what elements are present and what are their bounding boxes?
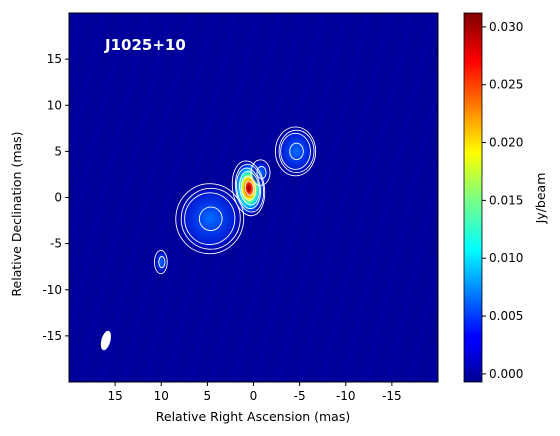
colorbar-tick-label: 0.005 — [489, 309, 523, 323]
noise-stripe — [69, 13, 95, 118]
contour-line — [236, 167, 261, 210]
noise-stripe — [69, 13, 139, 299]
noise-stripe — [69, 13, 161, 382]
y-tick-label: 15 — [47, 52, 62, 66]
contour-line — [244, 180, 255, 196]
noise-stripe — [276, 13, 370, 382]
noise-stripe — [298, 13, 392, 382]
y-tick-label: 10 — [47, 98, 62, 112]
contour-line — [231, 160, 266, 217]
contour-line — [256, 166, 267, 180]
noise-stripe — [69, 13, 106, 163]
colorbar-ticks: 0.000 0.005 0.010 0.015 0.020 0.025 0.030 — [482, 20, 523, 381]
contour-line — [239, 171, 260, 206]
noise-stripe — [122, 13, 216, 382]
x-tick-label: -10 — [336, 389, 356, 403]
x-tick-label: 5 — [204, 389, 212, 403]
noise-stripe — [364, 80, 438, 382]
noise-stripes — [0, 13, 560, 382]
noise-stripe — [553, 13, 560, 382]
colorbar-tick-label: 0.020 — [489, 136, 523, 150]
noise-stripe — [69, 13, 117, 208]
contour-line — [289, 142, 304, 160]
colorbar-tick-label: 0.030 — [489, 20, 523, 34]
image-panel: J1025+10 — [0, 12, 560, 383]
x-tick-label: -15 — [382, 389, 402, 403]
noise-stripe — [353, 35, 438, 382]
contour-line — [175, 183, 245, 255]
noise-stripe — [331, 13, 425, 382]
contour-line — [240, 175, 256, 201]
colorbar-tick-label: 0.015 — [489, 193, 523, 207]
x-tick-label: 15 — [107, 389, 122, 403]
noise-stripe — [69, 13, 150, 344]
x-axis-label: Relative Right Ascension (mas) — [156, 409, 350, 424]
colorbar-tick-label: 0.000 — [489, 367, 523, 381]
noise-stripe — [232, 13, 326, 382]
noise-stripe — [375, 125, 438, 382]
noise-stripe — [69, 13, 128, 254]
noise-stripe — [221, 13, 315, 382]
y-axis-label: Relative Declination (mas) — [9, 131, 24, 296]
noise-stripe — [287, 13, 381, 382]
noise-stripe — [111, 13, 205, 382]
noise-stripe — [386, 170, 438, 382]
contour-line — [250, 159, 271, 186]
contour-line — [184, 192, 236, 246]
y-tick-label: 0 — [54, 191, 62, 205]
y-tick-label: -5 — [50, 237, 62, 251]
colorbar-fill — [463, 12, 483, 383]
colorbar-tick-label: 0.010 — [489, 251, 523, 265]
emission-component — [154, 250, 168, 274]
y-tick-label: -15 — [42, 329, 62, 343]
colorbar: 0.000 0.005 0.010 0.015 0.020 0.025 0.030 Jy/b… — [463, 12, 548, 383]
colorbar-label: Jy/beam — [533, 173, 548, 225]
y-tick-label: -10 — [42, 283, 62, 297]
y-axis-ticks: 15 10 5 0 -5 -10 -15 — [42, 52, 69, 343]
noise-stripe — [309, 13, 403, 382]
contour-line — [154, 249, 168, 275]
noise-stripe — [397, 215, 438, 382]
contour-line — [180, 187, 241, 250]
contour-line — [158, 256, 166, 269]
x-tick-label: 10 — [154, 389, 169, 403]
noise-stripe — [133, 13, 227, 382]
x-axis-ticks: 15 10 5 0 -5 -10 -15 — [107, 382, 402, 403]
noise-stripe — [254, 13, 348, 382]
colorbar-tick-label: 0.025 — [489, 78, 523, 92]
y-tick-label: 5 — [54, 144, 62, 158]
noise-stripe — [408, 260, 438, 382]
noise-stripe — [0, 13, 5, 382]
noise-stripe — [342, 13, 436, 382]
noise-stripe — [100, 13, 194, 382]
noise-stripe — [0, 13, 49, 382]
contour-lines — [154, 126, 317, 275]
x-tick-label: 0 — [250, 389, 258, 403]
noise-stripe — [78, 13, 172, 382]
noise-stripe — [265, 13, 359, 382]
beam-ellipse — [100, 330, 111, 351]
emission-component — [176, 183, 245, 254]
contour-line — [274, 126, 317, 177]
noise-stripe — [320, 13, 414, 382]
contour-line — [278, 129, 315, 174]
noise-stripe — [89, 13, 183, 382]
source-name-label: J1025+10 — [104, 36, 186, 54]
contour-line — [280, 132, 311, 170]
noise-stripe — [419, 305, 438, 382]
contour-line — [198, 206, 223, 231]
x-tick-label: -5 — [294, 389, 306, 403]
noise-stripe — [243, 13, 337, 382]
contour-line — [234, 163, 265, 213]
